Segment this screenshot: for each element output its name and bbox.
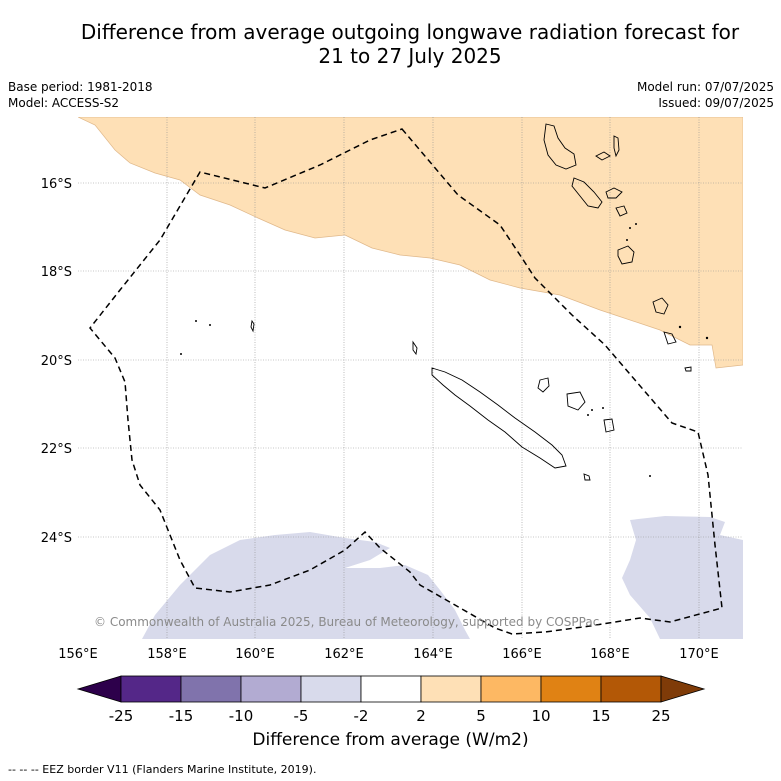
graticule [78,117,743,639]
base-period: Base period: 1981-2018 [8,80,153,94]
negative-anomaly-region-east [622,516,743,639]
lon-label-160e: 160°E [235,647,275,662]
vanuatu-erromango [652,297,669,315]
colorbar-label: -10 [229,707,254,725]
vanuatu-ambae [595,151,611,161]
colorbar-segment-2 [180,675,242,703]
vanuatu-pentecost [605,187,623,199]
map-title-line-1: Difference from average outgoing longwav… [80,20,740,44]
colorbar-extend-high [660,675,706,703]
lat-label-16s: 16°S [41,177,72,192]
lon-label-170e: 170°E [679,647,719,662]
ouvea-island [537,377,550,393]
vanuatu-efate [617,245,635,265]
colorbar-segment-4 [300,675,362,703]
colorbar-segment-1 [120,675,182,703]
positive-anomaly-region [78,117,743,369]
colorbar-segment-6 [420,675,482,703]
model-run: Model run: 07/07/2025 [636,80,774,94]
model-name: Model: ACCESS-S2 [8,96,120,110]
colorbar-label: 10 [531,707,550,725]
map-area: © Commonwealth of Australia 2025, Bureau… [78,117,743,639]
colorbar-label: 15 [591,707,610,725]
colorbar-segment-8 [540,675,602,703]
lon-label-166e: 166°E [502,647,542,662]
colorbar-label: -25 [109,707,134,725]
lon-label-162e: 162°E [324,647,364,662]
coastlines [250,123,692,481]
colorbar-label: -15 [169,707,194,725]
colorbar-labels: -25 -15 -10 -5 -2 2 5 10 15 25 [109,707,671,725]
new-caledonia-main-island [431,367,567,469]
colorbar-label: 2 [416,707,426,725]
latitude-labels: 16°S 18°S 20°S 22°S 24°S [41,177,72,546]
colorbar-label: -2 [354,707,369,725]
lifou-island [566,391,586,411]
colorbar-segment-5 [360,675,422,703]
chesterfield-islet [250,319,255,333]
colorbar-label: 5 [476,707,486,725]
colorbar-segment-3 [240,675,302,703]
lat-label-24s: 24°S [41,531,72,546]
lat-label-18s: 18°S [41,265,72,280]
lon-label-158e: 158°E [147,647,187,662]
colorbar-title: Difference from average (W/m2) [252,730,529,750]
vanuatu-maewo [613,135,620,158]
colorbar-segment-7 [480,675,542,703]
vanuatu-epi [615,205,628,217]
vanuatu-tanna [663,331,677,345]
isle-of-pines [583,473,591,481]
lat-label-22s: 22°S [41,442,72,457]
vanuatu-espiritu-santo [543,123,577,170]
issued-date: Issued: 09/07/2025 [658,96,774,110]
lon-label-168e: 168°E [590,647,630,662]
mare-island [603,418,615,433]
copyright-notice: © Commonwealth of Australia 2025, Bureau… [94,615,599,629]
lat-label-20s: 20°S [41,354,72,369]
matthew-island [684,366,692,372]
eez-border [89,128,723,635]
lon-label-156e: 156°E [58,647,98,662]
longitude-labels: 156°E 158°E 160°E 162°E 164°E 166°E 168°… [58,647,719,662]
small-islets [180,223,709,477]
colorbar-label: 25 [651,707,670,725]
colorbar [76,675,706,703]
colorbar-segment-9 [600,675,662,703]
colorbar-extend-low [76,675,122,703]
eez-footnote: -- -- -- EEZ border V11 (Flanders Marine… [8,763,317,776]
map-title-line-2: 21 to 27 July 2025 [318,44,502,68]
belep-island [412,340,418,356]
vanuatu-malakula [571,177,603,209]
colorbar-label: -5 [294,707,309,725]
negative-anomaly-region-west [142,532,470,639]
lon-label-164e: 164°E [413,647,453,662]
